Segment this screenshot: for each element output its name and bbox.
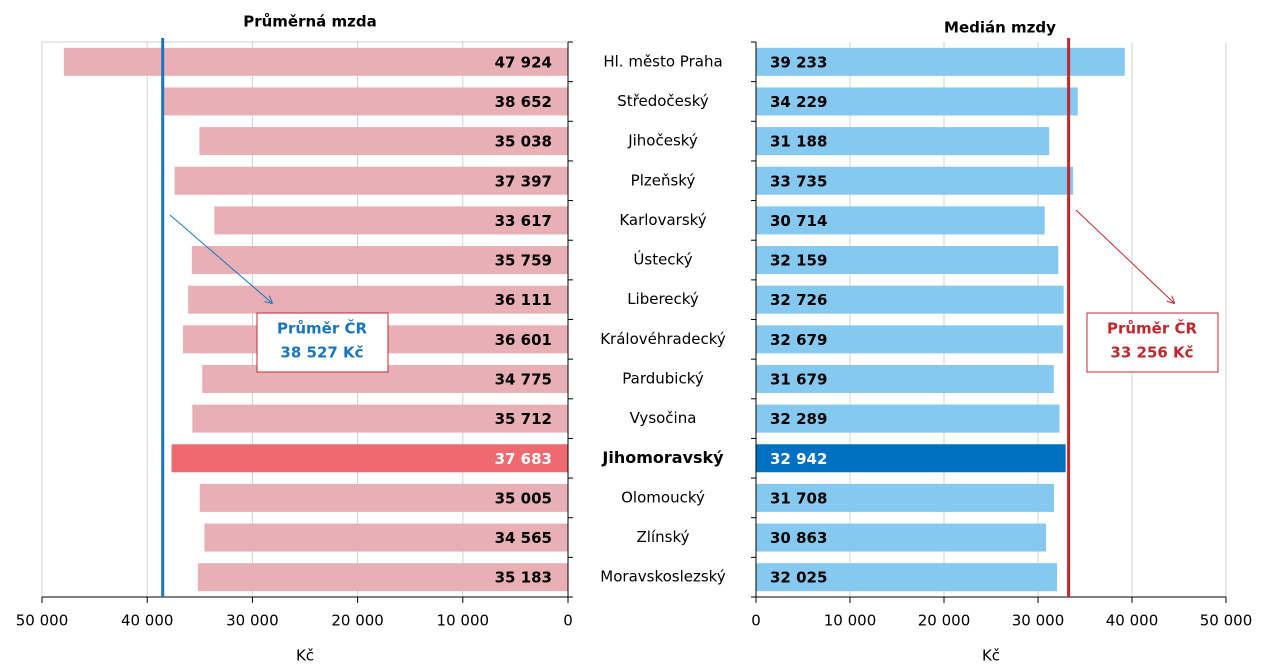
data-label: 35 712 bbox=[495, 410, 552, 428]
category-label: Zlínský bbox=[637, 528, 690, 546]
x-tick-label: 20 000 bbox=[331, 612, 384, 630]
data-label: 31 708 bbox=[770, 489, 827, 507]
bar bbox=[192, 404, 568, 433]
category-label: Ústecký bbox=[633, 250, 692, 269]
x-axis-label: Kč bbox=[982, 647, 1000, 665]
x-tick-label: 50 000 bbox=[16, 612, 69, 630]
bar bbox=[756, 483, 1055, 512]
x-tick-label: 10 000 bbox=[437, 612, 490, 630]
chart-title: Průměrná mzda bbox=[243, 13, 377, 31]
bar bbox=[756, 364, 1054, 393]
annotation-value: 33 256 Kč bbox=[1110, 344, 1193, 362]
data-label: 34 565 bbox=[495, 529, 552, 547]
data-label: 37 397 bbox=[495, 172, 552, 190]
data-label: 32 289 bbox=[770, 410, 827, 428]
data-label: 34 229 bbox=[770, 93, 827, 111]
bar bbox=[199, 483, 568, 512]
bar bbox=[756, 47, 1125, 76]
chart-title: Medián mzdy bbox=[944, 19, 1056, 37]
data-label: 47 924 bbox=[495, 53, 552, 71]
annotation-arrow bbox=[169, 214, 272, 303]
data-label: 30 714 bbox=[770, 212, 827, 230]
data-label: 32 679 bbox=[770, 331, 827, 349]
annotation-box bbox=[256, 312, 389, 373]
bar bbox=[756, 404, 1060, 433]
data-label: 32 025 bbox=[770, 569, 827, 587]
x-axis-label: Kč bbox=[296, 647, 314, 665]
data-label: 35 038 bbox=[495, 133, 552, 151]
x-tick-label: 30 000 bbox=[226, 612, 279, 630]
data-label: 35 183 bbox=[495, 569, 552, 587]
x-tick-label: 50 000 bbox=[1200, 612, 1253, 630]
bar bbox=[756, 563, 1058, 592]
x-tick-label: 30 000 bbox=[1012, 612, 1065, 630]
bar bbox=[756, 325, 1064, 354]
data-label: 32 942 bbox=[770, 450, 827, 468]
category-label: Jihomoravský bbox=[601, 448, 724, 467]
category-label: Karlovarský bbox=[619, 211, 706, 229]
bar bbox=[756, 523, 1047, 552]
data-label: 36 601 bbox=[495, 331, 552, 349]
bar bbox=[756, 246, 1059, 275]
annotation-box bbox=[1086, 312, 1219, 373]
data-label: 35 759 bbox=[495, 252, 552, 270]
bar bbox=[161, 87, 568, 116]
bar bbox=[197, 563, 568, 592]
bar bbox=[204, 523, 568, 552]
x-tick-label: 10 000 bbox=[824, 612, 877, 630]
bar bbox=[171, 444, 569, 473]
category-label: Středočeský bbox=[617, 92, 709, 110]
category-label: Vysočina bbox=[630, 409, 697, 427]
data-label: 36 111 bbox=[495, 291, 552, 309]
x-tick-label: 40 000 bbox=[1106, 612, 1159, 630]
x-tick-label: 20 000 bbox=[918, 612, 971, 630]
data-label: 39 233 bbox=[770, 53, 827, 71]
data-label: 31 188 bbox=[770, 133, 827, 151]
data-label: 33 617 bbox=[495, 212, 552, 230]
x-tick-label: 0 bbox=[563, 612, 573, 630]
bar bbox=[756, 127, 1050, 156]
annotation-value: 38 527 Kč bbox=[280, 344, 363, 362]
bar bbox=[174, 166, 568, 195]
bar bbox=[756, 444, 1066, 473]
category-label: Liberecký bbox=[627, 290, 699, 308]
data-label: 37 683 bbox=[495, 450, 552, 468]
annotation-title: Průměr ČR bbox=[1107, 319, 1198, 338]
data-label: 31 679 bbox=[770, 370, 827, 388]
bar bbox=[191, 246, 569, 275]
category-label: Hl. město Praha bbox=[603, 52, 722, 70]
x-tick-label: 0 bbox=[751, 612, 761, 630]
category-label: Královéhradecký bbox=[600, 330, 726, 348]
bar bbox=[756, 166, 1074, 195]
data-label: 33 735 bbox=[770, 172, 827, 190]
annotation-title: Průměr ČR bbox=[277, 319, 368, 338]
category-label: Jihočeský bbox=[627, 132, 698, 150]
data-label: 32 726 bbox=[770, 291, 827, 309]
category-label: Olomoucký bbox=[621, 488, 705, 506]
bar bbox=[199, 127, 568, 156]
bar bbox=[756, 87, 1078, 116]
bar bbox=[188, 285, 568, 314]
bar bbox=[63, 47, 569, 76]
data-label: 35 005 bbox=[495, 489, 552, 507]
category-label: Plzeňský bbox=[631, 171, 696, 189]
data-label: 38 652 bbox=[495, 93, 552, 111]
x-tick-label: 40 000 bbox=[121, 612, 174, 630]
data-label: 30 863 bbox=[770, 529, 827, 547]
data-label: 34 775 bbox=[495, 370, 552, 388]
bar bbox=[756, 285, 1064, 314]
annotation-arrow bbox=[1075, 209, 1174, 303]
category-label: Pardubický bbox=[622, 369, 704, 387]
category-label: Moravskoslezský bbox=[600, 568, 726, 586]
bar bbox=[214, 206, 568, 235]
data-label: 32 159 bbox=[770, 252, 827, 270]
bar bbox=[756, 206, 1045, 235]
